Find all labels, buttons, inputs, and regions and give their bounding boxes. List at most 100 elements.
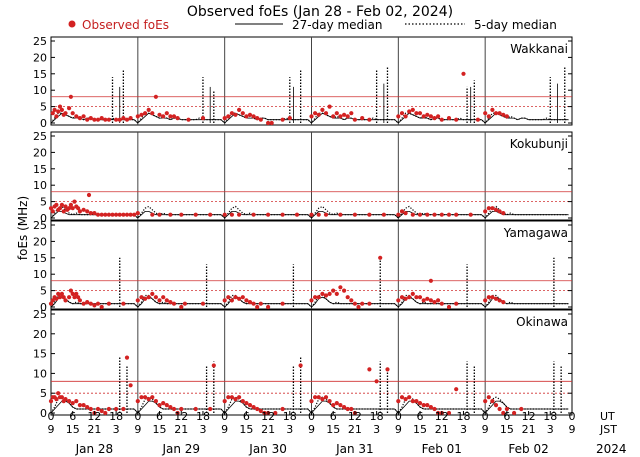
observed-point [168,212,173,217]
observed-point [88,406,93,412]
observed-point [425,296,430,301]
observed-point [171,301,177,306]
observed-point [338,212,343,217]
observed-point [490,107,495,112]
observed-point [85,117,90,122]
legend-observed-label: Observed foEs [82,18,169,32]
observed-point [338,285,343,290]
jst-tick-label: 21 [87,423,101,436]
legend-observed-marker [68,20,76,28]
observed-point [396,212,401,217]
observed-point [95,301,101,306]
observed-point [68,202,73,207]
observed-point [320,291,325,296]
observed-point [99,212,104,217]
ut-tick-label: 12 [348,410,362,423]
observed-point [99,408,104,414]
observed-point [454,212,459,217]
observed-point [414,111,419,116]
observed-point [486,295,491,300]
observed-point [327,291,332,296]
observed-point [497,209,502,214]
ut-tick-label: 6 [156,410,163,423]
observed-point [233,397,238,402]
observed-point [76,295,81,300]
observed-point [76,206,81,211]
observed-point [490,295,495,300]
observed-point [421,114,426,119]
observed-point [255,304,260,310]
observed-point [146,107,151,112]
observed-point [240,111,245,116]
observed-point [425,112,430,117]
observed-point [229,298,234,303]
observed-point [428,298,433,303]
observed-point [493,111,499,116]
observed-point [114,117,119,122]
date-label: Feb 01 [422,442,462,456]
observed-point [519,406,524,412]
jst-tick-label: 3 [113,423,120,436]
observed-point [110,212,115,217]
station-name: Wakkanai [510,42,568,56]
observed-point [280,301,285,306]
observed-point [150,111,155,116]
observed-point [85,405,90,410]
observed-point [135,211,140,216]
observed-point [266,212,271,217]
observed-point [454,387,459,392]
observed-point [349,298,354,303]
jst-tick-label: 15 [326,423,340,436]
observed-point [99,116,104,121]
jst-tick-label: 9 [221,423,228,436]
observed-point [334,111,339,116]
observed-point [323,293,329,298]
observed-point [316,295,321,300]
station-name: Kokubunji [510,137,568,151]
observed-point [114,406,119,412]
observed-point [67,295,72,300]
observed-point [316,112,321,117]
observed-point [117,212,122,217]
observed-point [77,298,82,303]
y-tick-label: 15 [33,348,47,361]
observed-point [247,112,253,117]
observed-point [417,295,423,300]
observed-point [334,401,339,406]
observed-point [175,116,180,121]
observed-point [150,212,155,217]
observed-point [501,112,506,117]
observed-point [86,192,92,198]
ut-label: UT [600,410,615,423]
observed-point [150,291,155,296]
jst-tick-label: 9 [308,423,315,436]
observed-point [63,204,68,209]
observed-point [338,114,343,119]
observed-point [501,410,506,416]
observed-point [135,298,140,303]
observed-point [414,399,419,404]
y-tick-label: 0 [40,301,47,314]
observed-point [237,395,242,400]
observed-point [121,406,126,412]
observed-point [200,301,206,306]
observed-point [410,107,415,112]
observed-point [367,212,372,217]
jst-tick-label: 15 [500,423,514,436]
observed-point [374,379,379,384]
observed-point [497,111,502,116]
observed-point [171,406,177,412]
panel-yamagawa: 0 5 10 15 20 25 Yamagawa [33,219,573,314]
observed-point [50,209,55,214]
observed-point [74,291,79,296]
observed-point [432,406,437,412]
jst-tick-label: 15 [66,423,80,436]
observed-point [287,116,292,121]
observed-point [103,117,108,122]
observed-point [421,298,426,303]
observed-point [399,209,405,214]
observed-point [85,209,90,214]
observed-point [56,391,61,396]
jst-tick-label: 3 [199,423,206,436]
